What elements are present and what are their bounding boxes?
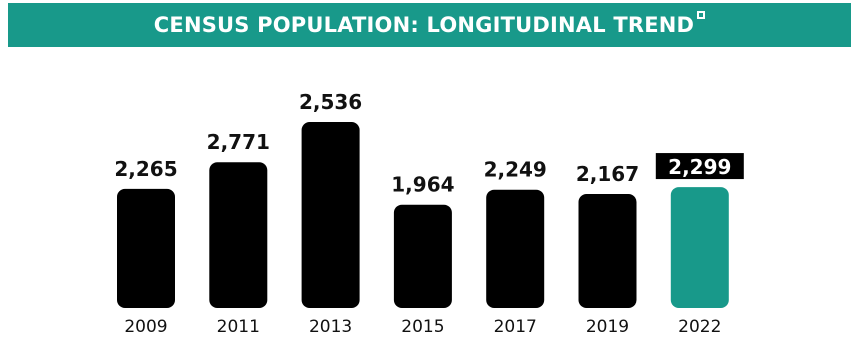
x-tick-label-2015: 2015: [401, 317, 444, 337]
title-square-icon: [697, 11, 706, 19]
value-label-2015: 1,964: [391, 173, 454, 197]
chart-title: CENSUS POPULATION: LONGITUDINAL TREND: [153, 13, 695, 37]
value-label-2009: 2,265: [114, 157, 177, 181]
value-label-2013: 2,536: [299, 90, 362, 114]
x-tick-label-2022: 2022: [678, 317, 721, 337]
bar-2022: [670, 187, 729, 308]
x-tick-label-2009: 2009: [124, 317, 167, 337]
value-label-2019: 2,167: [576, 162, 639, 186]
bar-2017: [486, 189, 545, 308]
value-label-bg-2022: [655, 153, 744, 180]
bar-2019: [578, 194, 637, 308]
value-label-2011: 2,771: [207, 130, 270, 154]
value-labels-layer: 2,265 2,771 2,536 1,964 2,249 2,167 2,299: [114, 90, 744, 197]
bars-layer: [117, 122, 729, 308]
value-label-2022: 2,299: [668, 155, 731, 179]
x-tick-label-2011: 2011: [217, 317, 260, 337]
bar-2013: [301, 122, 360, 308]
bar-2009: [117, 188, 175, 308]
x-tick-label-2017: 2017: [494, 317, 537, 337]
x-tick-label-2019: 2019: [586, 317, 629, 337]
bar-2011: [209, 162, 268, 308]
chart-title-bar: CENSUS POPULATION: LONGITUDINAL TREND: [8, 3, 851, 47]
x-tick-label-2013: 2013: [309, 317, 352, 337]
bar-2015: [393, 204, 452, 308]
value-label-2017: 2,249: [484, 158, 547, 182]
x-tick-labels-layer: 2009 2011 2013 2015 2017 2019 2022: [124, 317, 721, 337]
